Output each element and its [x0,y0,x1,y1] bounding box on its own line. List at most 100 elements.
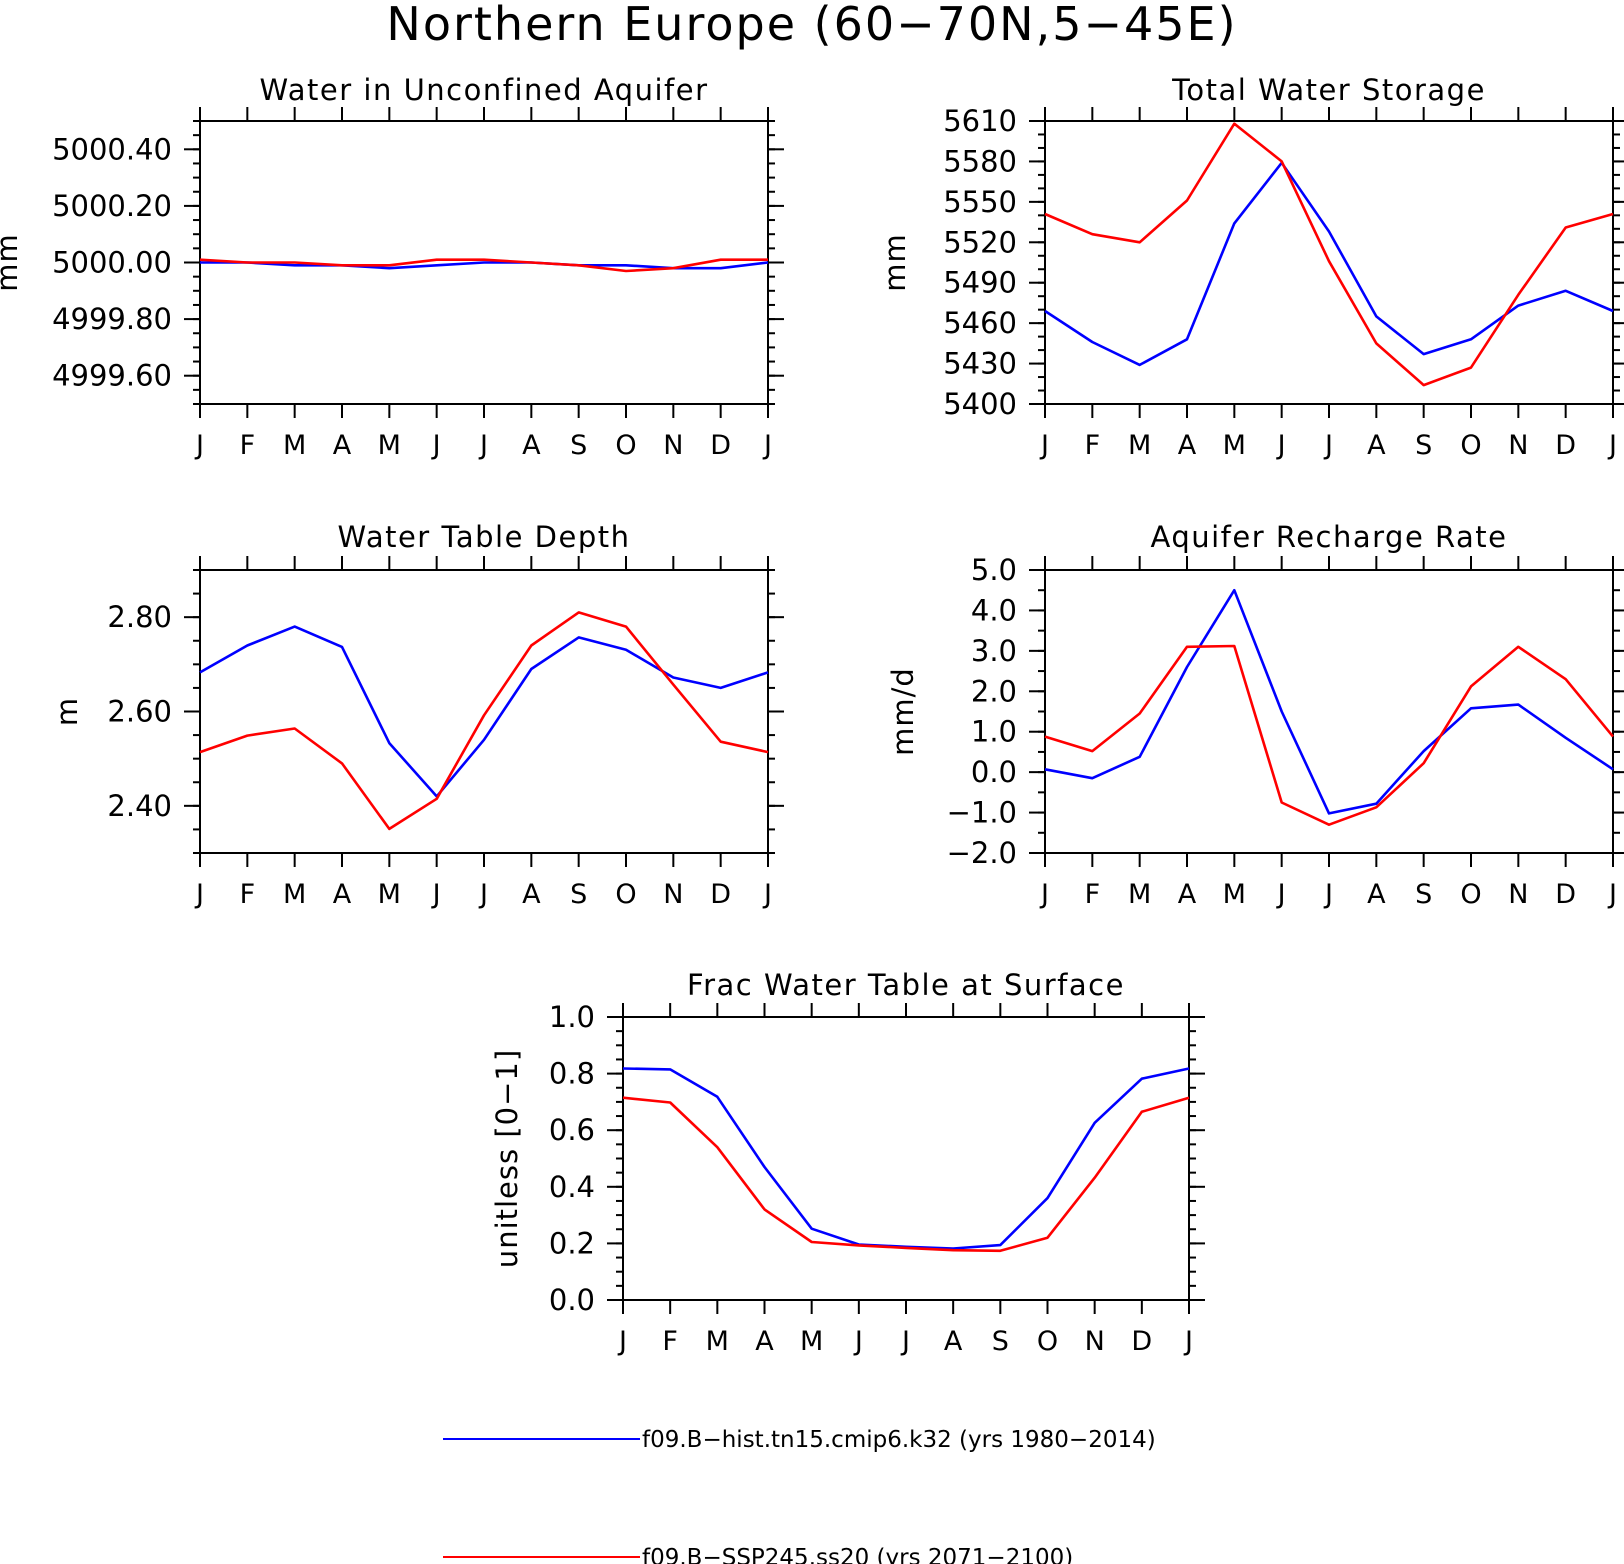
x-tick-label: M [283,430,306,461]
x-tick-label: A [522,430,541,461]
y-tick-label: 3.0 [971,634,1017,668]
y-axis-label: mm [878,233,912,292]
series-line-hist [199,625,769,798]
x-tick-label: J [194,430,204,461]
x-tick-label: D [1555,879,1576,910]
series-line-hist [1044,161,1614,367]
y-tick-label: 0.2 [549,1226,595,1260]
x-tick-label: J [762,879,772,910]
x-tick-label: F [662,1326,678,1357]
panel-title: Aquifer Recharge Rate [1150,520,1507,554]
x-tick-label: M [1223,430,1246,461]
x-tick-label: N [1085,1326,1105,1357]
y-tick-label: −2.0 [947,836,1017,870]
x-tick-label: A [522,879,541,910]
x-tick-label: A [1178,879,1197,910]
x-tick-label: J [1607,430,1617,461]
x-tick-label: O [615,430,636,461]
x-tick-label: A [755,1326,774,1357]
y-axis-label: unitless [0−1] [490,1049,524,1268]
x-tick-label: J [431,430,441,461]
x-tick-label: J [617,1326,627,1357]
x-tick-label: A [1178,430,1197,461]
y-tick-label: 5.0 [971,553,1017,587]
y-tick-label: 4999.60 [52,359,172,393]
y-tick-label: 1.0 [549,1000,595,1034]
panel-title: Total Water Storage [1171,73,1486,107]
x-tick-label: M [283,879,306,910]
panel-title: Water Table Depth [338,520,631,554]
x-tick-label: F [1085,430,1101,461]
y-tick-label: 5430 [943,347,1017,381]
x-tick-label: A [333,879,352,910]
x-tick-label: M [1128,879,1151,910]
x-tick-label: O [1460,430,1481,461]
x-tick-label: O [1037,1326,1058,1357]
x-tick-label: S [992,1326,1009,1357]
y-tick-label: 0.8 [549,1057,595,1091]
y-tick-label: 1.0 [971,715,1017,749]
legend: f09.B−hist.tn15.cmip6.k32 (yrs 1980−2014… [443,1427,1156,1564]
x-tick-label: N [1508,879,1528,910]
y-tick-label: 5520 [943,225,1017,259]
y-tick-label: 5550 [943,185,1017,219]
y-tick-label: 0.4 [549,1170,595,1204]
x-tick-label: A [944,1326,963,1357]
y-tick-label: 5610 [943,104,1017,138]
x-tick-label: D [1131,1326,1152,1357]
x-tick-label: D [710,879,731,910]
series-line-ssp [199,611,769,831]
x-tick-label: J [900,1326,910,1357]
x-tick-label: S [1415,879,1432,910]
x-tick-label: J [1607,879,1617,910]
x-tick-label: F [240,879,256,910]
y-tick-label: 5000.20 [52,189,172,223]
x-tick-label: D [710,430,731,461]
x-tick-label: A [1367,430,1386,461]
y-tick-label: 4999.80 [52,302,172,336]
y-axis-label: mm [0,233,24,292]
x-tick-label: J [1276,879,1286,910]
x-tick-label: O [1460,879,1481,910]
x-tick-label: J [1039,430,1049,461]
y-tick-label: 2.0 [971,674,1017,708]
x-tick-label: M [1223,879,1246,910]
x-tick-label: F [240,430,256,461]
series-line-ssp [622,1096,1190,1253]
y-axis-label: mm/d [886,667,920,756]
x-tick-label: M [706,1326,729,1357]
x-tick-label: M [800,1326,823,1357]
series-line-ssp [1044,644,1615,827]
x-tick-label: J [431,879,441,910]
y-axis-label: m [50,697,84,726]
plot-frame [199,569,769,854]
x-tick-label: S [570,430,587,461]
y-tick-label: 0.0 [549,1283,595,1317]
y-tick-label: 2.40 [107,789,172,823]
x-tick-label: M [378,879,401,910]
plot-frame [622,1016,1190,1301]
legend-label-hist: f09.B−hist.tn15.cmip6.k32 (yrs 1980−2014… [642,1427,1156,1453]
x-tick-label: J [762,430,772,461]
y-tick-label: 5490 [943,266,1017,300]
x-tick-label: S [570,879,587,910]
y-tick-label: 5460 [943,306,1017,340]
x-tick-label: N [663,879,683,910]
x-tick-label: M [1128,430,1151,461]
y-tick-label: 5400 [943,387,1017,421]
series-line-ssp [1044,122,1614,387]
y-tick-label: 5580 [943,144,1017,178]
x-tick-label: J [1323,879,1333,910]
x-tick-label: A [1367,879,1386,910]
x-tick-label: J [194,879,204,910]
y-tick-label: 2.80 [107,600,172,634]
y-tick-label: 0.6 [549,1113,595,1147]
y-tick-label: 5000.40 [52,132,172,166]
y-tick-label: 4.0 [971,593,1017,627]
